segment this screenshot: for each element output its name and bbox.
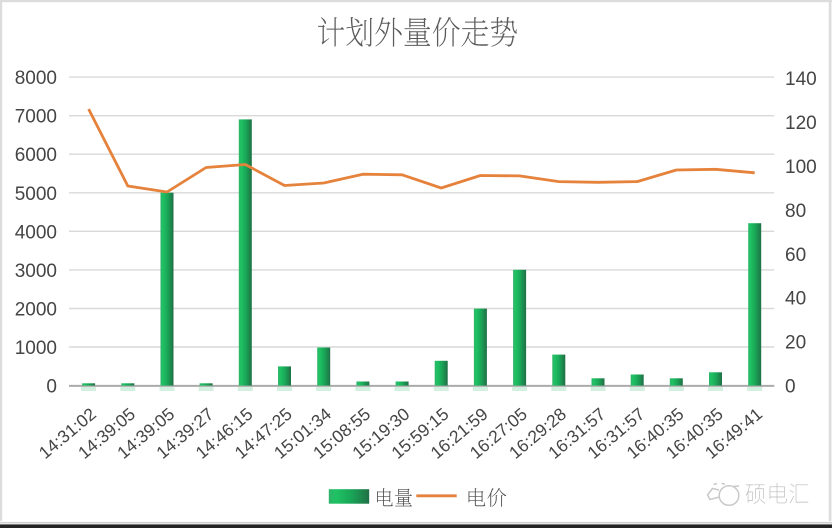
svg-text:4000: 4000 xyxy=(15,222,57,243)
svg-text:6000: 6000 xyxy=(15,145,57,166)
svg-text:40: 40 xyxy=(785,289,806,310)
svg-text:3000: 3000 xyxy=(15,261,57,282)
svg-text:60: 60 xyxy=(785,245,806,266)
svg-text:0: 0 xyxy=(785,377,796,398)
svg-text:1000: 1000 xyxy=(15,338,57,359)
svg-text:140: 140 xyxy=(785,69,817,90)
svg-text:7000: 7000 xyxy=(15,107,57,128)
svg-text:5000: 5000 xyxy=(15,184,57,205)
svg-text:0: 0 xyxy=(46,377,57,398)
svg-text:80: 80 xyxy=(785,201,806,222)
svg-text:8000: 8000 xyxy=(15,68,57,89)
svg-text:20: 20 xyxy=(785,333,806,354)
svg-text:100: 100 xyxy=(785,157,817,178)
svg-text:120: 120 xyxy=(785,113,817,134)
svg-text:2000: 2000 xyxy=(15,300,57,321)
